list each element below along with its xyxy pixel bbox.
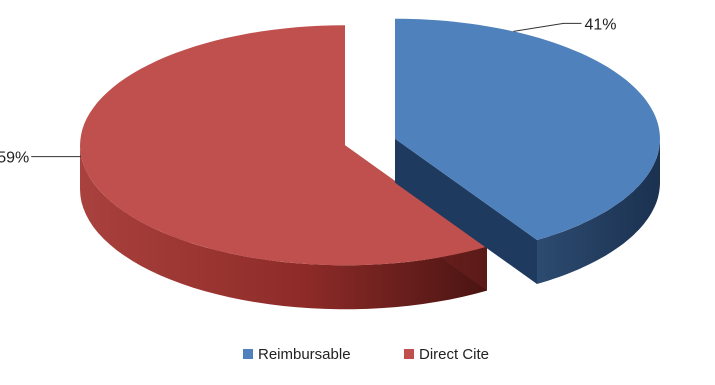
slice-direct-cite-side	[80, 145, 487, 310]
legend-swatch-reimbursable	[243, 349, 253, 359]
legend-label-reimbursable: Reimbursable	[258, 346, 351, 363]
slice-reimbursable	[395, 18, 660, 241]
pie-data-labels: 41% 59%	[0, 16, 617, 166]
data-label-reimbursable: 41%	[585, 16, 617, 33]
data-label-direct-cite: 59%	[0, 150, 29, 167]
chart-legend: Reimbursable Direct Cite	[243, 346, 489, 363]
legend-swatch-direct-cite	[404, 349, 414, 359]
legend-label-direct-cite: Direct Cite	[419, 346, 489, 363]
pie-slices	[80, 18, 660, 310]
slice-reimbursable-side	[537, 138, 660, 284]
slice-reimbursable-face	[395, 138, 537, 284]
slice-direct-cite	[80, 25, 487, 266]
leader-line-reimbursable	[513, 22, 582, 32]
